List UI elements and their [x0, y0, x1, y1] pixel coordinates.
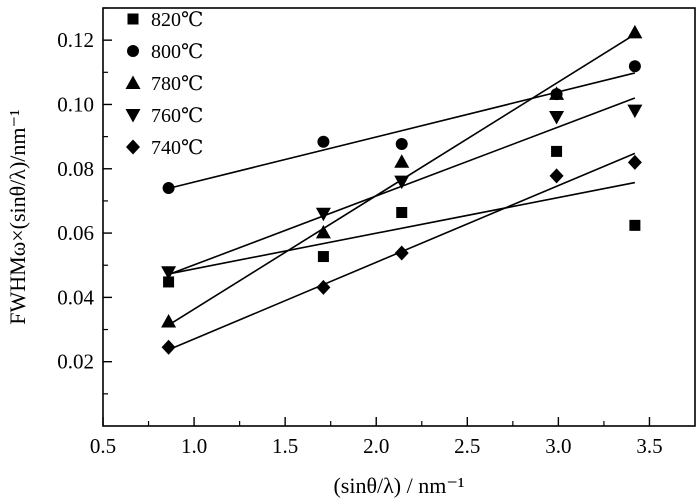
data-points	[161, 24, 643, 355]
y-tick-label: 0.04	[57, 285, 94, 309]
legend-marker	[127, 13, 139, 25]
legend-marker	[125, 109, 141, 123]
data-point	[315, 224, 331, 239]
data-point	[315, 207, 331, 222]
x-tick-label: 1.5	[272, 434, 298, 458]
y-tick-label: 0.02	[57, 350, 94, 374]
data-point	[627, 24, 643, 39]
legend-marker	[126, 139, 140, 155]
data-point	[161, 339, 176, 355]
data-point	[549, 168, 564, 184]
legend-label: 740℃	[151, 137, 203, 159]
data-point	[551, 145, 563, 157]
legend-marker	[127, 45, 139, 57]
data-point	[549, 111, 565, 125]
y-tick-label: 0.10	[57, 92, 94, 116]
data-point	[394, 245, 409, 261]
data-point	[396, 206, 408, 218]
data-point	[629, 219, 641, 231]
y-tick-label: 0.12	[57, 28, 94, 52]
x-axis-title: (sinθ/λ) / nm⁻¹	[333, 473, 464, 498]
x-tick-label: 0.5	[90, 434, 116, 458]
data-point	[394, 154, 410, 168]
data-point	[316, 279, 331, 295]
y-tick-label: 0.08	[57, 157, 94, 181]
data-point	[627, 104, 643, 119]
legend-label: 820℃	[151, 9, 203, 31]
data-point	[628, 60, 641, 73]
data-point	[161, 266, 177, 280]
fit-line	[168, 72, 636, 190]
legend-label: 760℃	[151, 105, 203, 127]
data-point	[395, 138, 408, 151]
legend-label: 780℃	[151, 73, 203, 95]
fit-line	[168, 181, 636, 275]
data-point	[394, 175, 410, 190]
legend-label: 800℃	[151, 41, 203, 63]
data-point	[317, 251, 329, 263]
ticks-layer: 0.5 1.0 1.5 2.0 2.5 3.0 3.5 0.02 0.04 0.06 0.08 0.1…	[57, 7, 663, 458]
data-point	[163, 276, 175, 288]
legend-marker	[125, 75, 141, 89]
y-axis-title: FWHMω×(sinθ/λ)/nm⁻¹	[5, 109, 30, 324]
y-tick-label: 0.06	[57, 221, 94, 245]
data-point	[317, 135, 330, 148]
fit-lines	[168, 33, 636, 351]
data-point	[161, 314, 177, 328]
data-point	[627, 154, 642, 170]
x-tick-label: 2.0	[363, 434, 389, 458]
x-tick-label: 2.5	[454, 434, 480, 458]
x-tick-label: 3.0	[545, 434, 571, 458]
plot-frame	[102, 7, 696, 427]
data-point	[162, 182, 175, 195]
x-tick-label: 1.0	[181, 434, 207, 458]
x-tick-label: 3.5	[636, 434, 662, 458]
data-point	[549, 86, 565, 100]
legend: 820℃ 800℃ 780℃ 760℃ 740℃	[125, 9, 203, 159]
